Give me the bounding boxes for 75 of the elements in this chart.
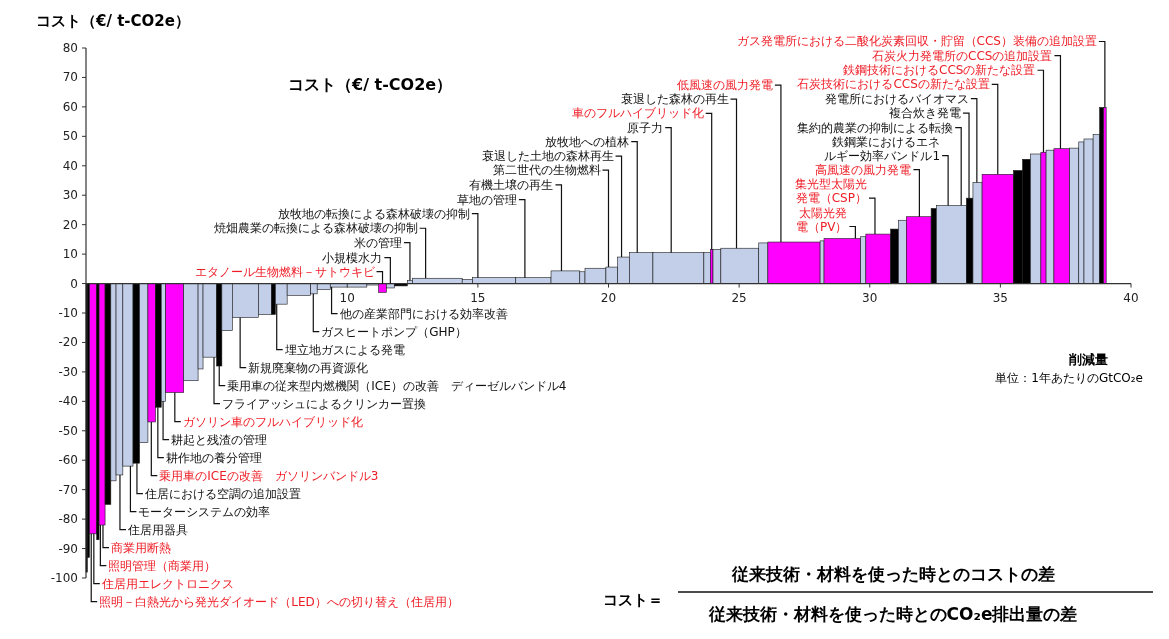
annotation: 放牧地への植林 — [545, 134, 630, 149]
y-tick-label: 60 — [62, 99, 78, 114]
annotation: 従来技術・材料を使った時とのコストの差 — [730, 564, 1055, 584]
annotation: 石炭技術におけるCCSの新たな設置 — [797, 77, 990, 92]
x-tick-label: 15 — [470, 290, 486, 305]
annotation: 原子力 — [627, 120, 664, 135]
annotation: 第二世代の生物燃料 — [492, 163, 601, 178]
annotation: エタノール生物燃料－サトウキビ — [194, 264, 376, 279]
annotation: 新規廃棄物の再資源化 — [248, 360, 369, 375]
annotation: 埋立地ガスによる発電 — [283, 342, 405, 357]
annotation: 乗用車の従来型内燃機関（ICE）の改善 ディーゼルバンドル4 — [227, 378, 567, 393]
annotation: 住居における空調の追加設置 — [143, 486, 301, 501]
y-tick-label: 50 — [62, 129, 78, 144]
annotation: 照明－白熱光から発光ダイオード（LED）への切り替え（住居用） — [99, 594, 459, 609]
y-tick-label: -50 — [58, 423, 78, 438]
y-axis-title: コスト（€/ t-CO2e） — [36, 12, 190, 30]
annotation: 放牧地の転換による森林破壊の抑制 — [277, 206, 470, 221]
annotation: 草地の管理 — [456, 192, 517, 207]
x-tick-label: 10 — [339, 290, 355, 305]
annotation: 焼畑農業の転換による森林破壊の抑制 — [213, 221, 418, 236]
annotation: 車のフルハイブリッド化 — [571, 106, 704, 121]
annotation: 耕起と残渣の管理 — [171, 432, 268, 447]
y-tick-label: 70 — [62, 70, 78, 85]
x-tick-label: 35 — [992, 290, 1009, 305]
y-tick-label: -30 — [58, 364, 78, 379]
x-axis-title: 削減量 — [1068, 352, 1108, 367]
annotation: 他の産業部門における効率改善 — [339, 306, 508, 321]
annotation: フライアッシュによるクリンカー置換 — [222, 396, 427, 411]
annotation: ガス発電所における二酸化炭素回収・貯留（CCS）装備の追加設置 — [736, 34, 1097, 49]
annotation: 乗用車のICEの改善 ガソリンバンドル3 — [159, 468, 379, 483]
y-tick-label: -80 — [58, 512, 78, 527]
y-tick-label: 30 — [62, 188, 78, 203]
x-tick-label: 20 — [600, 290, 617, 305]
annotation: 太陽光発電（PV） — [795, 205, 848, 234]
annotation: 米の管理 — [353, 235, 402, 250]
annotation: 衰退した土地の森林再生 — [481, 149, 614, 164]
y-tick-label: -70 — [58, 482, 78, 497]
annotation: ガソリン車のフルハイブリッド化 — [182, 414, 363, 429]
annotation: 照明管理（商業用） — [108, 558, 217, 573]
y-tick-label: 10 — [62, 247, 78, 262]
x-tick-label: 40 — [1123, 290, 1139, 305]
annotation: 商業用断熱 — [110, 540, 171, 555]
text: 従来技術・材料を使った時とのCO₂e排出量の差 — [707, 604, 1078, 624]
annotation: 住居用器具 — [126, 522, 188, 537]
text: コスト＝ — [603, 591, 663, 609]
annotation: 発電所におけるバイオマス — [824, 91, 969, 106]
annotation: 耕作地の養分管理 — [165, 450, 262, 465]
y-tick-label: 80 — [62, 41, 78, 55]
annotation: 集約的農業の抑制による転換 — [797, 120, 954, 135]
annotation: 鉄鋼業におけるエネルギー効率バンドル1 — [824, 134, 941, 163]
x-tick-label: 30 — [862, 290, 878, 305]
annotation: 鉄鋼技術におけるCCSの新たな設置 — [843, 63, 1036, 78]
x-tick-label: 25 — [731, 290, 747, 305]
y-tick-label: -10 — [58, 306, 78, 320]
y-tick-label: 20 — [62, 217, 78, 232]
annotation: 有機土壌の再生 — [469, 177, 554, 192]
annotation: 複合炊き発電 — [889, 106, 962, 121]
y-tick-label: -90 — [58, 541, 78, 556]
annotation: 集光型太陽光発電（CSP） — [794, 177, 867, 206]
y-tick-label: -60 — [58, 453, 78, 468]
annotation: 石炭火力発電所のCCSの追加設置 — [872, 48, 1053, 63]
y-tick-label: -100 — [50, 571, 78, 585]
annotation: ガスヒートポンプ（GHP） — [321, 324, 467, 339]
text: コスト（€/ t-CO2e） — [288, 75, 453, 94]
annotation: 小規模水力 — [322, 250, 383, 265]
y-tick-label: 0 — [70, 276, 78, 291]
y-tick-label: -40 — [58, 394, 78, 409]
annotation: 住居用エレクトロニクス — [100, 576, 234, 591]
annotation: 高風速の風力発電 — [815, 162, 912, 177]
annotation: 単位：1年あたりのGtCO₂e — [995, 371, 1143, 385]
y-tick-label: 40 — [62, 158, 78, 173]
annotation: 衰退した森林の再生 — [620, 92, 729, 107]
y-tick-label: -20 — [58, 335, 78, 350]
annotation: モーターシステムの効率 — [138, 504, 271, 519]
annotation: 低風速の風力発電 — [676, 78, 773, 93]
